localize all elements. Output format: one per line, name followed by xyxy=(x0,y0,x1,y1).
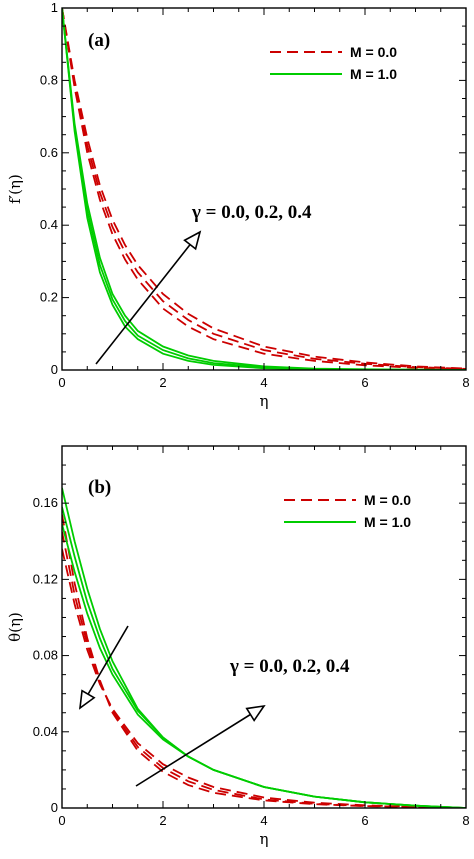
y-tick-label: 0.08 xyxy=(33,648,58,663)
y-axis-label: f′(η) xyxy=(6,174,24,204)
x-tick-label: 2 xyxy=(159,375,166,390)
series-line xyxy=(62,8,466,370)
y-tick-label: 0.16 xyxy=(33,495,58,510)
series-line xyxy=(62,487,466,808)
legend-label: M = 1.0 xyxy=(364,514,411,530)
series-line xyxy=(62,523,466,808)
series-line xyxy=(62,8,466,370)
y-tick-label: 0 xyxy=(51,800,58,815)
series-group xyxy=(62,487,466,808)
arrowhead-icon xyxy=(245,704,266,722)
y-tick-label: 0.8 xyxy=(40,72,58,87)
y-tick-label: 0.04 xyxy=(33,724,58,739)
y-axis-label: θ(η) xyxy=(6,612,24,642)
series-group xyxy=(62,8,466,370)
gamma-annotation: γ = 0.0, 0.2, 0.4 xyxy=(191,202,312,223)
y-tick-label: 0 xyxy=(51,362,58,377)
panel-label: (b) xyxy=(88,477,111,498)
series-line xyxy=(62,8,466,370)
annotation-arrow-line xyxy=(95,231,201,365)
chart-panel-b: 0 2 4 6 8 0 0.04 0.08 0.12 0.16 η θ(η) (b) M = 0.0 M =… xyxy=(6,445,470,848)
x-tick-label: 2 xyxy=(159,813,166,828)
y-tick-label: 0.2 xyxy=(40,290,58,305)
annotation-arrow-line xyxy=(135,705,265,787)
series-line xyxy=(62,8,466,370)
y-tick-label: 1 xyxy=(51,0,58,15)
legend-label: M = 0.0 xyxy=(364,492,411,508)
panel-label: (a) xyxy=(88,30,110,51)
y-tick-label: 0.4 xyxy=(40,217,58,232)
series-line xyxy=(62,548,466,808)
x-tick-label: 0 xyxy=(58,813,65,828)
gamma-annotation: γ = 0.0, 0.2, 0.4 xyxy=(229,656,350,677)
series-line xyxy=(62,8,466,370)
x-tick-label: 6 xyxy=(361,375,368,390)
legend-label: M = 0.0 xyxy=(350,44,397,60)
x-tick-label: 8 xyxy=(462,813,469,828)
x-tick-label: 4 xyxy=(260,813,267,828)
x-tick-label: 4 xyxy=(260,375,267,390)
x-tick-label: 8 xyxy=(462,375,469,390)
x-axis-label: η xyxy=(260,830,269,848)
chart-panel-a: 0 2 4 6 8 0 0.2 0.4 0.6 0.8 1 η f′(η) (a) M = 0.0 M = 1… xyxy=(6,0,470,410)
y-tick-label: 0.6 xyxy=(40,145,58,160)
x-tick-label: 6 xyxy=(361,813,368,828)
arrowhead-icon xyxy=(78,689,96,710)
x-tick-label: 0 xyxy=(58,375,65,390)
arrowhead-icon xyxy=(183,230,202,251)
x-axis-label: η xyxy=(260,392,269,410)
legend-label: M = 1.0 xyxy=(350,66,397,82)
y-tick-label: 0.12 xyxy=(33,571,58,586)
